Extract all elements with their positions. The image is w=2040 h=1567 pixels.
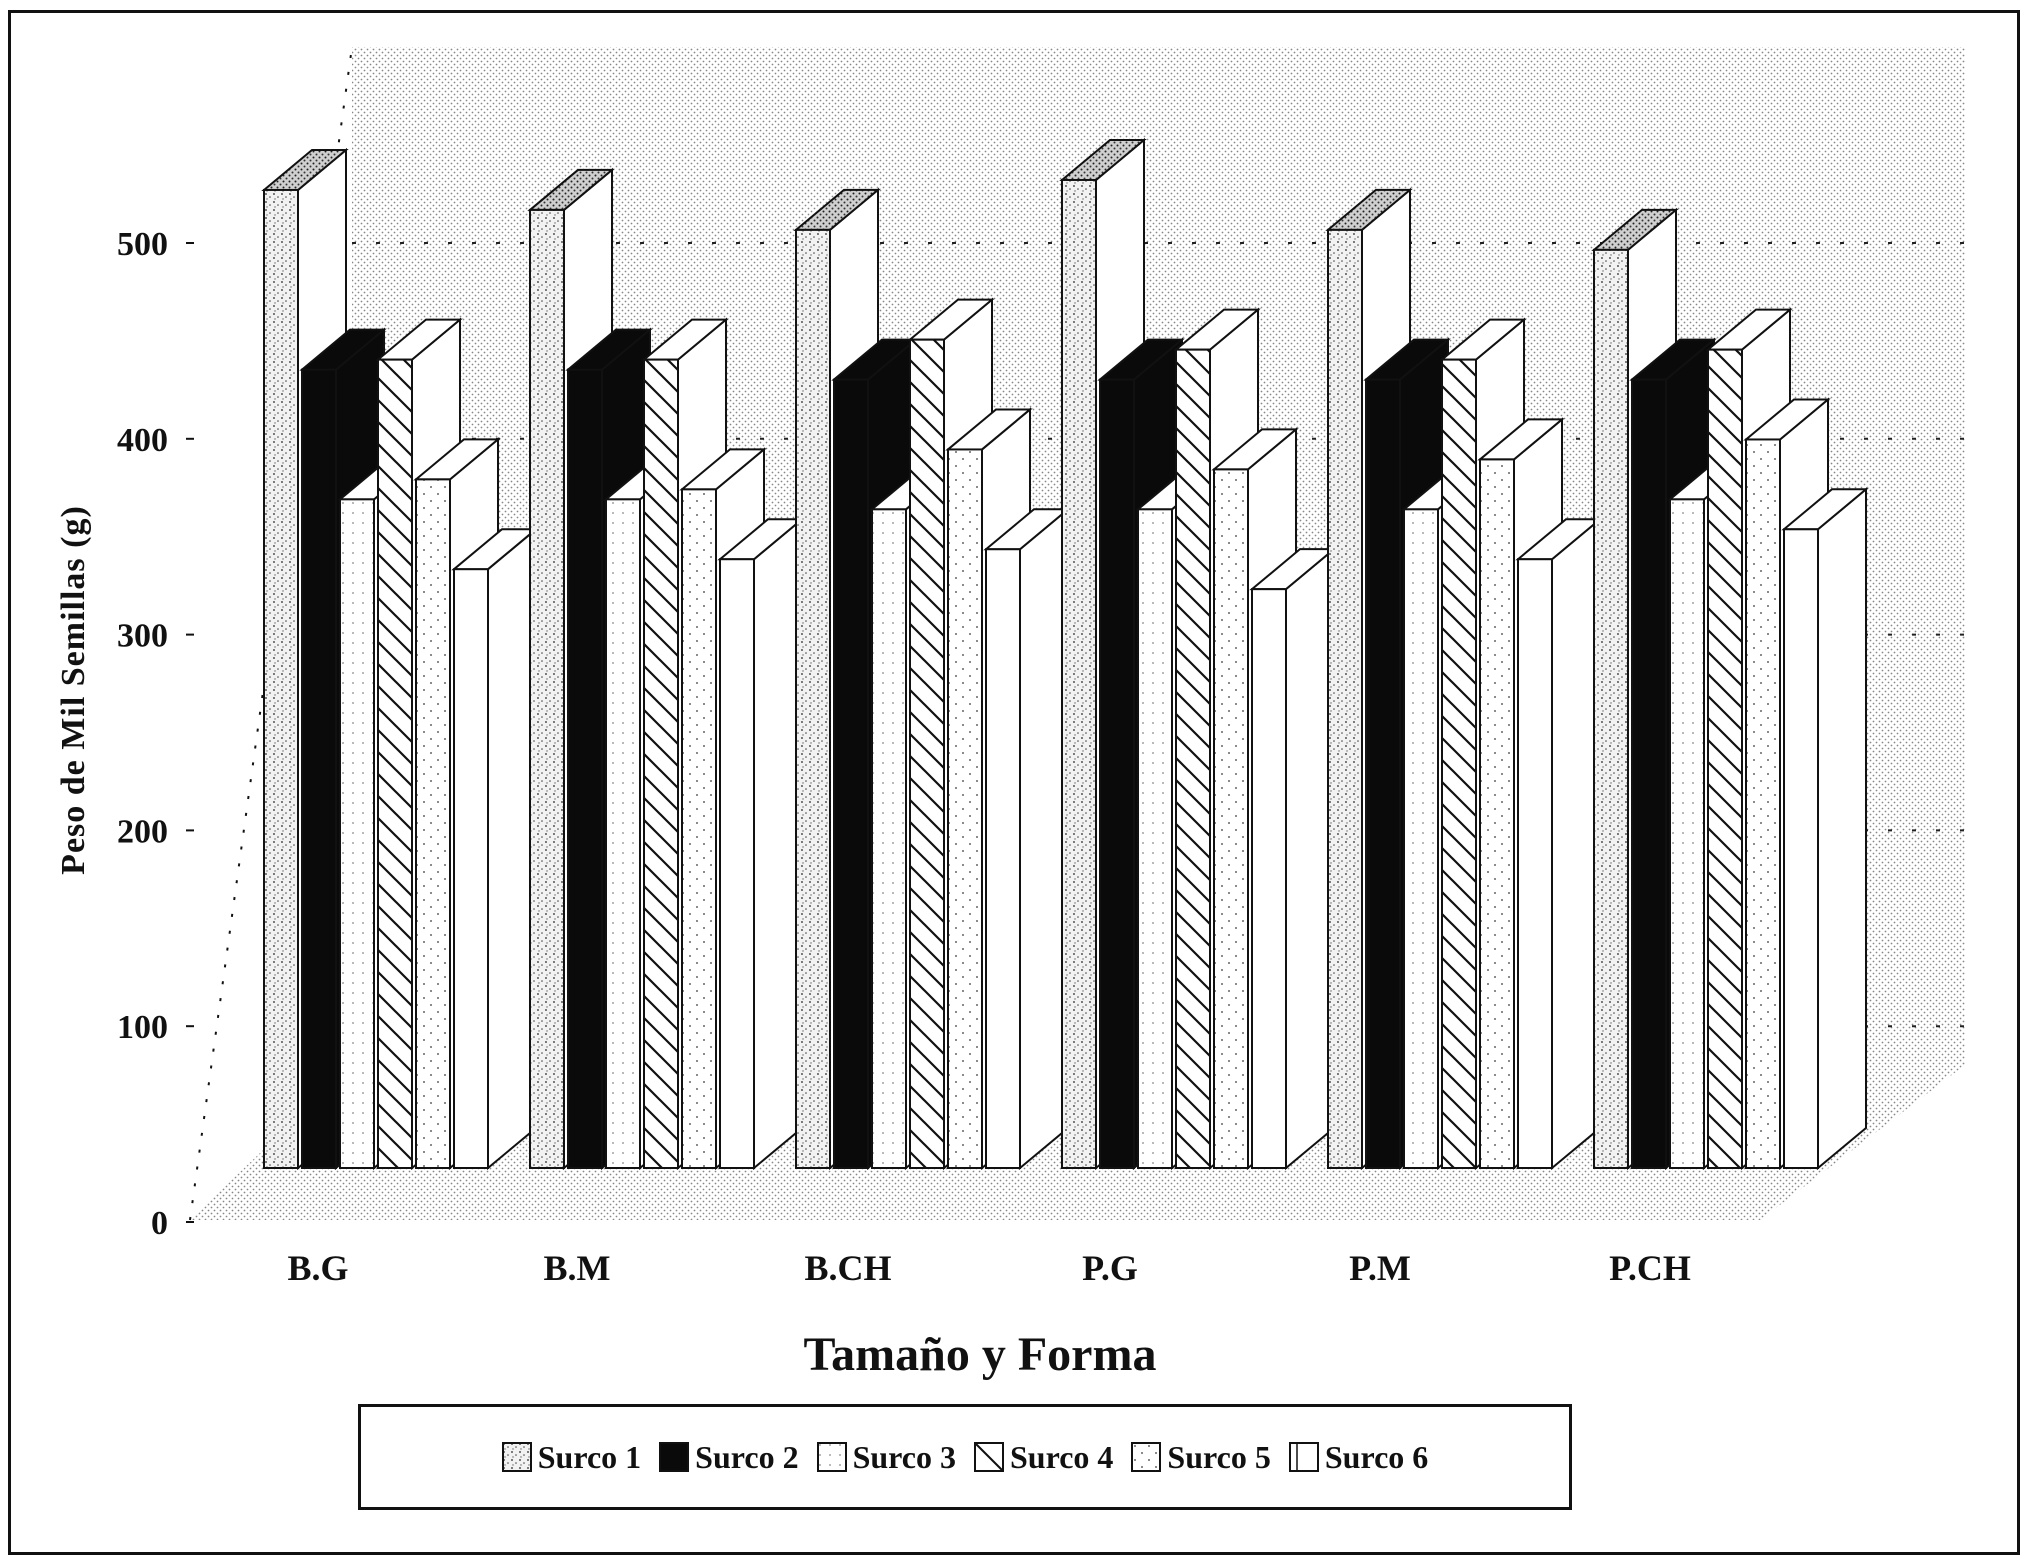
legend-label: Surco 3 [852, 1438, 956, 1475]
bar [415, 478, 451, 1169]
bar [1099, 378, 1135, 1169]
bar-side [753, 517, 803, 1171]
x-tick-label: P.G [1082, 1248, 1138, 1288]
bar [1061, 178, 1097, 1170]
bar [1517, 558, 1553, 1169]
legend-swatch [816, 1442, 847, 1472]
bar-side [1019, 507, 1069, 1171]
x-axis-title: Tamaño y Forma [804, 1328, 1157, 1381]
legend-label: Surco 2 [695, 1438, 799, 1475]
bar [301, 368, 337, 1170]
y-tick-label: 100 [117, 1009, 168, 1046]
bar [1593, 248, 1629, 1169]
bar [833, 378, 869, 1169]
y-axis-title: Peso de Mil Semillas (g) [55, 505, 92, 875]
bar [605, 498, 641, 1169]
legend-item: Surco 2 [659, 1438, 799, 1476]
legend-item: Surco 4 [974, 1439, 1113, 1476]
y-axis: 0 100 200 300 400 500 [117, 226, 194, 1242]
bar [795, 228, 831, 1169]
bar-side [1551, 517, 1601, 1171]
bar [377, 358, 413, 1169]
bar [1175, 348, 1211, 1169]
y-tick-label: 500 [117, 226, 168, 263]
bar [985, 548, 1021, 1169]
bar [1251, 588, 1287, 1169]
bar [1745, 438, 1781, 1169]
bar [719, 558, 755, 1169]
legend-label: Surco 1 [537, 1438, 642, 1475]
legend-swatch [659, 1442, 690, 1472]
bars [261, 137, 1869, 1171]
legend-item: Surco 6 [1288, 1438, 1429, 1476]
x-tick-label: P.CH [1609, 1248, 1691, 1288]
legend-swatch [1131, 1442, 1162, 1472]
bar [1783, 528, 1819, 1169]
bar [1631, 378, 1667, 1169]
legend-swatch [501, 1442, 532, 1472]
bar [1441, 358, 1477, 1169]
bar [529, 208, 565, 1170]
bar [453, 568, 489, 1169]
bar [263, 188, 299, 1169]
bar [1365, 378, 1401, 1169]
bar-side [1285, 547, 1335, 1171]
legend-swatch [974, 1442, 1004, 1472]
bar [1479, 458, 1515, 1170]
bar [339, 498, 375, 1169]
legend-swatch [1288, 1442, 1319, 1472]
x-tick-label: B.G [287, 1248, 348, 1288]
legend: Surco 1 Surco 2 Surco 3 Surco 4 Surco 5 Surco… [358, 1404, 1572, 1510]
x-axis: B.G B.M B.CH P.G P.M P.CH [287, 1248, 1690, 1288]
bar [1669, 498, 1705, 1169]
bar [871, 508, 907, 1169]
legend-item: Surco 3 [816, 1438, 956, 1476]
legend-label: Surco 4 [1010, 1438, 1114, 1475]
bar [1707, 348, 1743, 1169]
bar-side [487, 527, 537, 1171]
bar [643, 358, 679, 1169]
legend-label: Surco 5 [1167, 1438, 1271, 1475]
y-tick-label: 400 [117, 422, 168, 459]
bar [1137, 508, 1173, 1169]
y-tick-label: 300 [117, 618, 168, 655]
bar [1213, 468, 1249, 1169]
legend-item: Surco 1 [501, 1438, 642, 1476]
bar [909, 338, 945, 1170]
bar [1327, 228, 1363, 1169]
y-tick-label: 0 [151, 1205, 168, 1242]
bar [947, 448, 983, 1169]
bar [681, 488, 717, 1169]
legend-label: Surco 6 [1324, 1438, 1429, 1475]
bar-side [1817, 487, 1867, 1171]
x-tick-label: P.M [1349, 1248, 1411, 1288]
legend-item: Surco 5 [1131, 1438, 1271, 1476]
bar [567, 368, 603, 1170]
y-tick-label: 200 [117, 813, 168, 850]
x-tick-label: B.CH [804, 1248, 891, 1288]
bar [1403, 508, 1439, 1169]
x-tick-label: B.M [544, 1248, 611, 1288]
